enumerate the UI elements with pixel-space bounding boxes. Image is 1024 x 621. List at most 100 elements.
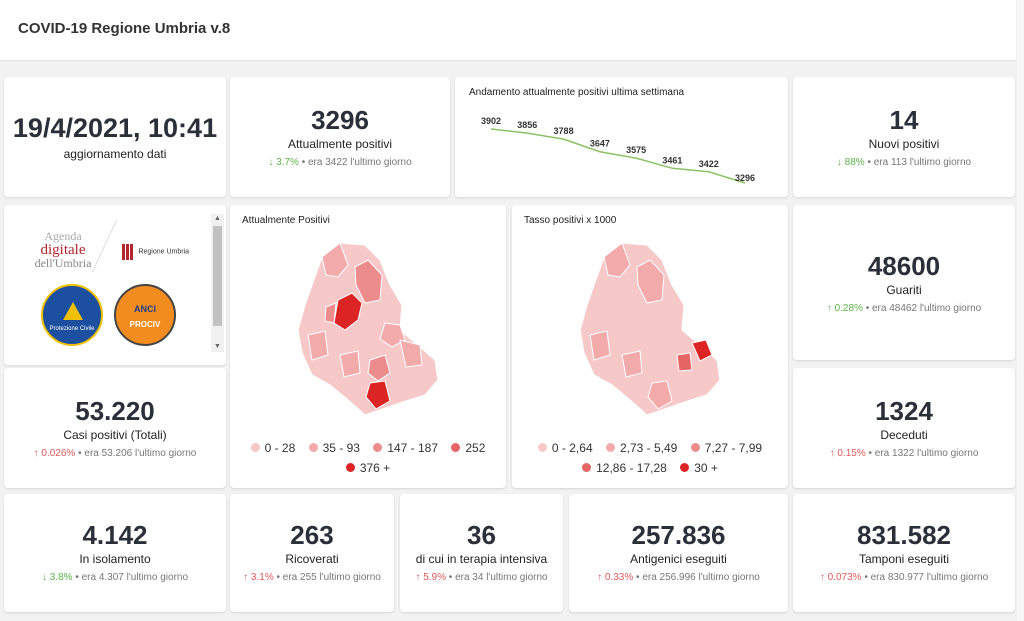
legend-item: 0 - 2,64	[537, 438, 593, 458]
regione-logo-text: Regione Umbria	[138, 248, 190, 256]
agenda-logo-line-2: digitale	[40, 242, 86, 258]
trend-chart-card: Andamento attualmente positivi ultima se…	[455, 77, 788, 197]
kpi-prev: era 34 l'ultimo giorno	[455, 572, 548, 583]
scroll-down-icon[interactable]: ▼	[214, 343, 221, 350]
legend-item: 376 +	[345, 458, 391, 478]
kpi-label: Attualmente positivi	[287, 137, 393, 151]
legend-item: 147 - 187	[373, 438, 438, 458]
kpi-label: Tamponi eseguiti	[858, 552, 950, 566]
kpi-card-deceduti: 1324 Deceduti ↑ 0.15% • era 1322 l'ultim…	[793, 368, 1015, 488]
scroll-thumb[interactable]	[213, 226, 222, 326]
kpi-value: 257.836	[631, 520, 726, 550]
kpi-value: 1324	[875, 396, 933, 426]
kpi-pct: 5.9%	[423, 572, 446, 583]
scroll-up-icon[interactable]: ▲	[214, 215, 221, 222]
kpi-pct: 3.7%	[276, 157, 299, 168]
kpi-value: 14	[889, 105, 919, 135]
kpi-trend: ↑ 0.33% • era 256.996 l'ultimo giorno	[597, 572, 760, 583]
kpi-prev: era 48462 l'ultimo giorno	[872, 303, 982, 314]
kpi-trend: ↓ 88% • era 113 l'ultimo giorno	[836, 157, 972, 168]
arrow-up-icon: ↑	[33, 448, 39, 459]
kpi-pct: 0.026%	[41, 448, 76, 459]
arrow-down-icon: ↓	[268, 157, 274, 168]
map-legend: 0 - 28 35 - 93 147 - 187 252 376 +	[230, 438, 506, 478]
trend-line	[490, 128, 746, 184]
kpi-value: 3296	[311, 105, 369, 135]
legend-swatch	[690, 443, 700, 453]
legend-item: 252	[451, 438, 485, 458]
data-label: 3422	[699, 159, 719, 169]
legend-swatch	[373, 443, 383, 453]
data-label: 3856	[517, 120, 537, 130]
logos-scrollbar[interactable]: ▲ ▼	[211, 214, 224, 352]
protezione-logo-text: Protezione Civile	[49, 326, 95, 332]
kpi-card-antigenici: 257.836 Antigenici eseguiti ↑ 0.33% • er…	[569, 494, 788, 612]
kpi-value: 48600	[867, 251, 941, 281]
trend-sparkline: 3902 3856 3788 3647 3575 3461 3422 3296	[481, 116, 755, 184]
data-label: 3461	[662, 155, 682, 165]
kpi-trend: ↑ 0.28% • era 48462 l'ultimo giorno	[826, 303, 982, 314]
kpi-trend: ↑ 3.1% • era 255 l'ultimo giorno	[243, 572, 381, 583]
kpi-pct: 3.8%	[49, 572, 73, 583]
kpi-label: In isolamento	[79, 552, 151, 566]
kpi-value: 831.582	[857, 520, 951, 550]
legend-label: 0 - 2,64	[551, 441, 593, 455]
arrow-up-icon: ↑	[243, 572, 249, 583]
kpi-card-nuovi-positivi: 14 Nuovi positivi ↓ 88% • era 113 l'ulti…	[793, 77, 1015, 197]
legend-label: 376 +	[359, 461, 391, 475]
kpi-trend: ↑ 0.073% • era 830.977 l'ultimo giorno	[819, 572, 989, 583]
page-scrollbar[interactable]	[1017, 0, 1024, 621]
map-title: Attualmente Positivi	[242, 215, 330, 226]
update-card: 19/4/2021, 10:41 aggiornamento dati	[4, 77, 226, 197]
agenda-logo-line-1: Agenda	[44, 229, 82, 243]
umbria-map-positivi	[297, 242, 439, 416]
legend-swatch	[250, 443, 260, 453]
kpi-value: 263	[290, 520, 334, 550]
arrow-up-icon: ↑	[826, 303, 832, 314]
chart-title: Andamento attualmente positivi ultima se…	[469, 87, 685, 98]
kpi-card-attualmente-positivi: 3296 Attualmente positivi ↓ 3.7% • era 3…	[230, 77, 450, 197]
kpi-prev: era 3422 l'ultimo giorno	[308, 157, 412, 168]
kpi-prev: era 53.206 l'ultimo giorno	[84, 448, 197, 459]
kpi-pct: 3.1%	[250, 572, 274, 583]
kpi-label: Casi positivi (Totali)	[63, 428, 167, 442]
anci-prociv-logo: ANCI PROCIV	[114, 284, 176, 346]
data-label: 3575	[626, 145, 646, 155]
kpi-card-terapia-intensiva: 36 di cui in terapia intensiva ↑ 5.9% • …	[400, 494, 563, 612]
kpi-prev: era 255 l'ultimo giorno	[282, 572, 381, 583]
regione-crest-icon	[122, 243, 134, 260]
prociv-logo-text: PROCIV	[129, 320, 161, 329]
legend-item: 35 - 93	[308, 438, 360, 458]
legend-label: 2,73 - 5,49	[619, 441, 678, 455]
kpi-trend: ↑ 0.026% • era 53.206 l'ultimo giorno	[33, 448, 197, 459]
kpi-value: 53.220	[75, 396, 155, 426]
legend-swatch	[451, 443, 461, 453]
kpi-card-isolamento: 4.142 In isolamento ↓ 3.8% • era 4.307 l…	[4, 494, 226, 612]
legend-label: 7,27 - 7,99	[704, 441, 763, 455]
logos-card: Agenda digitale dell'Umbria Regione Umbr…	[4, 205, 226, 365]
arrow-down-icon: ↓	[41, 572, 47, 583]
anci-logo-text: ANCI	[134, 304, 156, 314]
agenda-logo-line-3: dell'Umbria	[34, 256, 92, 270]
kpi-prev: era 113 l'ultimo giorno	[873, 157, 972, 168]
kpi-label: Antigenici eseguiti	[630, 552, 727, 566]
kpi-label: di cui in terapia intensiva	[415, 552, 548, 566]
legend-label: 30 +	[694, 461, 718, 475]
kpi-label: Ricoverati	[285, 552, 339, 566]
protezione-civile-logo: Protezione Civile	[41, 284, 103, 346]
kpi-label: Guariti	[886, 283, 922, 297]
legend-item: 30 +	[680, 458, 718, 478]
legend-label: 0 - 28	[264, 441, 296, 455]
data-label: 3788	[554, 126, 574, 136]
kpi-trend: ↑ 5.9% • era 34 l'ultimo giorno	[415, 572, 548, 583]
arrow-up-icon: ↑	[819, 572, 825, 583]
legend-item: 7,27 - 7,99	[690, 438, 763, 458]
update-datetime: 19/4/2021, 10:41	[12, 113, 218, 143]
legend-item: 12,86 - 17,28	[582, 458, 667, 478]
legend-label: 147 - 187	[387, 441, 439, 455]
map-legend: 0 - 2,64 2,73 - 5,49 7,27 - 7,99 12,86 -…	[512, 438, 788, 478]
arrow-up-icon: ↑	[597, 572, 603, 583]
arrow-up-icon: ↑	[415, 572, 421, 583]
kpi-pct: 0.15%	[837, 448, 866, 459]
map-card-tasso-positivi: Tasso positivi x 1000 0 - 2,64 2,73 - 5,…	[512, 205, 788, 488]
